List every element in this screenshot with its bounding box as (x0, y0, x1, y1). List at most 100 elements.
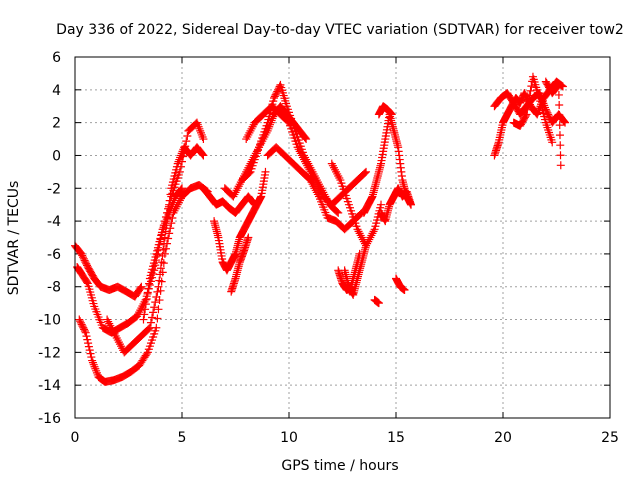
data-point (331, 165, 340, 174)
x-tick-label: 20 (494, 430, 512, 446)
data-point (153, 287, 162, 296)
data-point (533, 110, 542, 119)
data-point (306, 176, 315, 185)
data-point (328, 161, 337, 170)
data-point (374, 299, 383, 308)
data-point (148, 313, 157, 322)
series-arc-x (541, 77, 565, 170)
data-point (92, 366, 101, 375)
series-arc-k (242, 102, 371, 209)
series-arc-h (227, 233, 253, 296)
data-point (142, 295, 151, 304)
data-point (306, 167, 315, 176)
data-point (296, 149, 305, 158)
x-axis-label: GPS time / hours (281, 458, 398, 474)
data-point (159, 223, 168, 232)
data-point (176, 186, 185, 195)
data-point (84, 342, 93, 351)
data-point (141, 300, 150, 309)
data-point (554, 80, 563, 89)
data-point (312, 188, 321, 197)
data-point (165, 208, 174, 217)
data-point (525, 91, 534, 100)
data-point (198, 132, 207, 141)
data-point (299, 155, 308, 164)
data-point (556, 141, 565, 150)
data-point (232, 186, 241, 195)
series-arc-m (327, 159, 386, 250)
data-point (82, 259, 91, 268)
data-point (363, 239, 372, 248)
data-point (136, 283, 145, 292)
data-point (556, 151, 565, 160)
data-point (111, 331, 120, 340)
data-point (248, 122, 257, 131)
y-tick-label: -14 (38, 378, 61, 394)
data-point (197, 149, 206, 158)
data-point (298, 153, 307, 162)
data-point (270, 94, 279, 103)
x-tick-label: 25 (601, 430, 619, 446)
data-point (522, 110, 531, 119)
data-point (182, 137, 191, 146)
data-point (243, 132, 252, 141)
data-point (78, 322, 87, 331)
series-arc-r (377, 184, 415, 226)
data-point (242, 135, 251, 144)
data-point (244, 130, 253, 139)
data-point (524, 100, 533, 109)
data-point (145, 323, 154, 332)
y-axis-label: SDTVAR / TECUs (6, 181, 22, 296)
data-point (199, 151, 208, 160)
data-point (80, 327, 89, 336)
data-point (362, 167, 371, 176)
data-point (153, 314, 162, 323)
data-point (137, 304, 146, 313)
data-point (553, 82, 562, 91)
data-point (80, 256, 89, 265)
data-point (105, 319, 114, 328)
data-point (108, 325, 117, 334)
data-point (140, 310, 149, 319)
data-point (143, 289, 152, 298)
data-point (77, 249, 86, 258)
data-point (553, 81, 562, 90)
data-point (168, 214, 177, 223)
data-point (151, 298, 160, 307)
data-point (76, 317, 85, 326)
series-arc-e (139, 184, 186, 324)
data-point (195, 124, 204, 133)
data-point (527, 82, 536, 91)
data-point (145, 279, 154, 288)
data-point (159, 245, 168, 254)
data-point (156, 264, 165, 273)
data-point (82, 332, 91, 341)
data-point (520, 89, 529, 98)
data-point (110, 329, 119, 338)
data-point (154, 305, 163, 314)
data-point (369, 227, 378, 236)
data-point (364, 237, 373, 246)
grid-lines (75, 57, 610, 418)
data-point (233, 184, 242, 193)
data-point (136, 306, 145, 315)
axis-ticks: 0 5 10 15 20 25 -16 -14 -12 -10 -8 -6 -4 -2 0 2 4 6 (38, 50, 619, 446)
data-point (400, 286, 409, 295)
data-point (177, 149, 186, 158)
data-point (355, 249, 364, 258)
y-tick-label: -16 (38, 411, 61, 427)
data-point (113, 336, 122, 345)
x-tick-label: 15 (387, 430, 405, 446)
data-point (555, 131, 564, 140)
data-point (144, 284, 153, 293)
data-point (152, 292, 161, 301)
data-point (353, 225, 362, 234)
plot-frame (74, 56, 611, 419)
data-point (556, 161, 565, 170)
data-point (83, 278, 92, 287)
data-point (174, 157, 183, 166)
data-point (283, 117, 292, 126)
data-point (103, 315, 112, 324)
data-point (85, 346, 94, 355)
